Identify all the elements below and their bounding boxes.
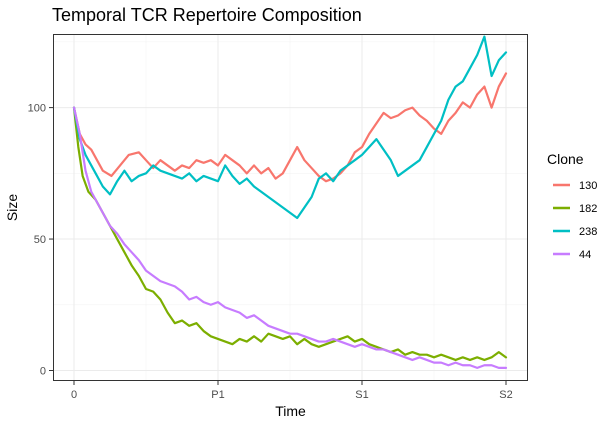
x-tick-label: S1 xyxy=(355,389,368,401)
x-tick-label: 0 xyxy=(71,389,77,401)
legend: Clone 130 182 238 44 xyxy=(547,151,597,261)
y-tick-label: 0 xyxy=(40,365,46,377)
x-axis-title: Time xyxy=(275,403,306,419)
series-line-44 xyxy=(72,106,508,369)
minor-gridlines xyxy=(53,34,528,381)
y-axis: 0 50 100 xyxy=(28,103,53,377)
series-line-238 xyxy=(72,35,508,220)
series-line-130 xyxy=(72,72,508,183)
legend-label-238: 238 xyxy=(579,226,597,238)
x-tick-label: P1 xyxy=(211,389,224,401)
legend-title: Clone xyxy=(547,151,584,167)
x-tick-label: S2 xyxy=(499,389,512,401)
legend-label-44: 44 xyxy=(579,249,591,261)
plot-border xyxy=(53,34,528,381)
y-axis-title: Size xyxy=(4,194,20,221)
major-gridlines xyxy=(53,34,528,381)
legend-items: 130 182 238 44 xyxy=(553,180,597,261)
y-tick-label: 50 xyxy=(34,234,46,246)
legend-label-182: 182 xyxy=(579,203,597,215)
x-axis: 0 P1 S1 S2 xyxy=(71,381,513,401)
series-lines xyxy=(72,35,508,369)
plot-background xyxy=(53,34,528,381)
y-tick-label: 100 xyxy=(28,103,46,115)
legend-label-130: 130 xyxy=(579,180,597,192)
chart-title: Temporal TCR Repertoire Composition xyxy=(52,5,362,25)
series-line-182 xyxy=(72,106,508,362)
plot-panel xyxy=(53,34,528,381)
